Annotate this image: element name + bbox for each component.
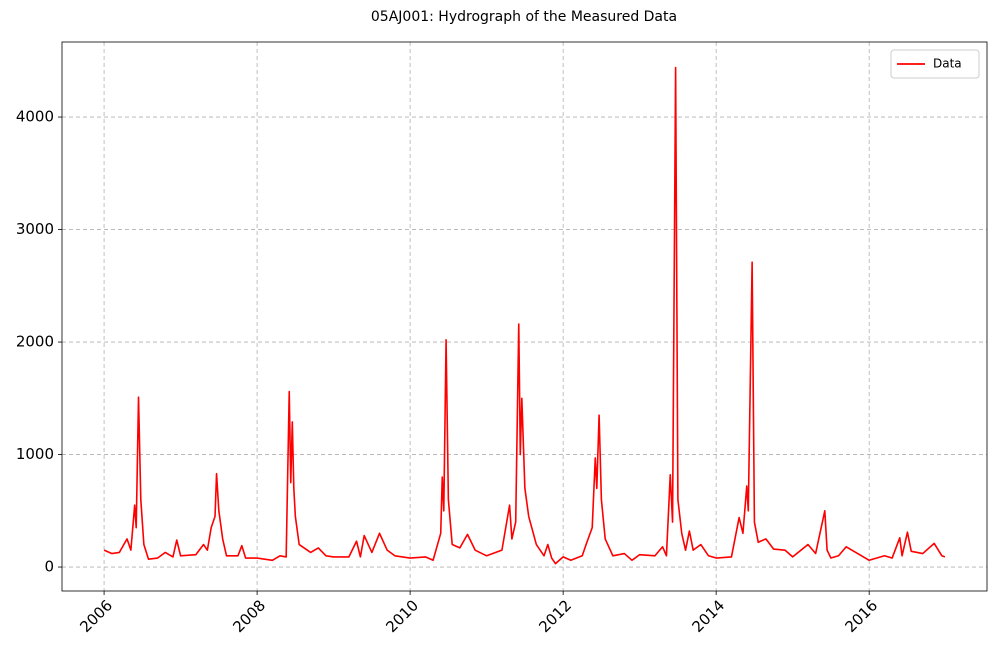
y-tick-label: 3000 (16, 220, 54, 238)
legend-label: Data (933, 57, 962, 71)
x-tick-label: 2008 (229, 596, 269, 636)
data-line (103, 66, 946, 565)
x-tick-label: 2010 (382, 596, 422, 636)
legend-box (890, 49, 980, 79)
x-tick-label: 2014 (688, 596, 728, 636)
y-tick-label: 1000 (16, 445, 54, 463)
x-tick-label: 2016 (841, 596, 881, 636)
chart-title: 05AJ001: Hydrograph of the Measured Data (371, 9, 677, 25)
x-tick-label: 2006 (76, 596, 116, 636)
x-tick-label: 2012 (535, 596, 575, 636)
y-tick-label: 2000 (16, 333, 54, 351)
y-tick-label: 0 (44, 558, 54, 576)
y-tick-label: 4000 (16, 108, 54, 126)
plot-frame (61, 41, 988, 592)
